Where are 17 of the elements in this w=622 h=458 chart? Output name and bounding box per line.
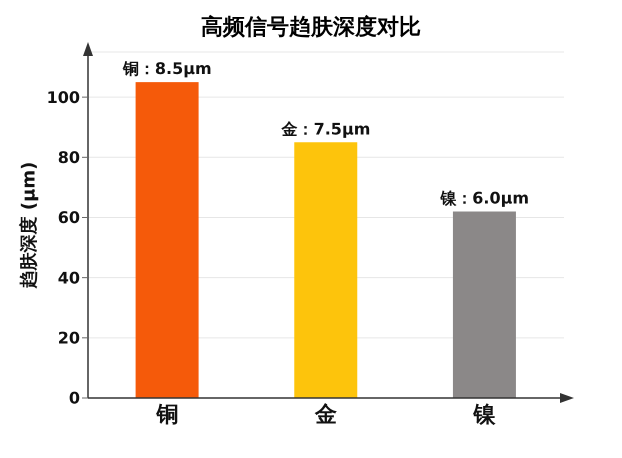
annotation: 铜：8.5μm (122, 59, 212, 78)
bar (294, 142, 358, 398)
bar (452, 211, 516, 398)
y-tick-label: 100 (46, 88, 80, 107)
y-tick-label: 60 (58, 208, 80, 228)
annotation: 镍：6.0μm (439, 188, 530, 208)
y-axis-title: 趋肤深度 (μm) (18, 162, 40, 290)
y-tick-label: 80 (58, 148, 80, 167)
y-tick-label: 40 (58, 268, 80, 288)
y-tick-label: 20 (58, 328, 80, 348)
annotation: 金：7.5μm (280, 119, 370, 138)
chart-title: 高频信号趋肤深度对比 (200, 14, 422, 42)
x-tick-label: 铜 (155, 402, 178, 428)
x-tick-label: 金 (314, 402, 337, 428)
bar (136, 82, 199, 398)
y-tick-label: 0 (68, 388, 80, 408)
x-tick-label: 镍 (472, 402, 497, 428)
